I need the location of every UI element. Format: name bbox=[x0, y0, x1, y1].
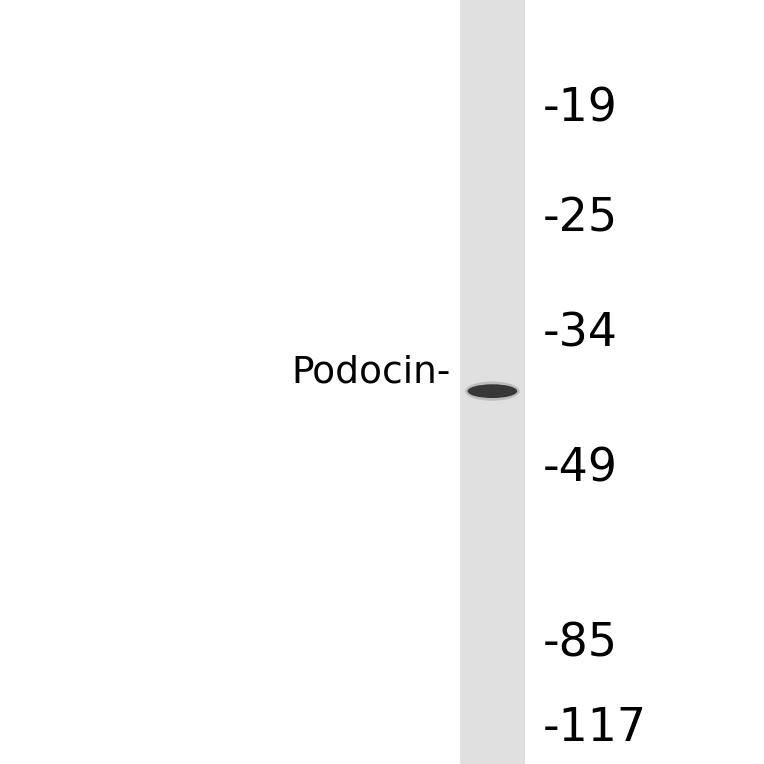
Text: -85: -85 bbox=[542, 622, 617, 666]
Text: -25: -25 bbox=[542, 197, 617, 241]
Ellipse shape bbox=[468, 384, 517, 398]
FancyBboxPatch shape bbox=[460, 0, 525, 764]
Text: -49: -49 bbox=[542, 447, 617, 491]
Text: Podocin-: Podocin- bbox=[291, 354, 451, 391]
Text: -19: -19 bbox=[542, 87, 617, 131]
Text: -34: -34 bbox=[542, 312, 617, 356]
Text: -117: -117 bbox=[542, 707, 646, 751]
Ellipse shape bbox=[465, 381, 520, 401]
